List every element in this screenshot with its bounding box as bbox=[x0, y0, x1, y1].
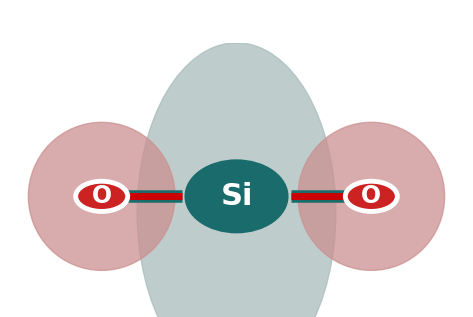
Text: 2: 2 bbox=[72, 29, 81, 42]
Circle shape bbox=[76, 181, 128, 211]
Text: polar or non-polar- The polarity of SiO: polar or non-polar- The polarity of SiO bbox=[83, 13, 473, 32]
Ellipse shape bbox=[298, 122, 445, 270]
Ellipse shape bbox=[28, 122, 175, 270]
Ellipse shape bbox=[137, 43, 336, 317]
Text: Si: Si bbox=[220, 182, 253, 211]
Text: Is SiO: Is SiO bbox=[5, 13, 65, 32]
Ellipse shape bbox=[184, 159, 289, 233]
Text: O: O bbox=[361, 184, 381, 208]
Text: O: O bbox=[92, 184, 112, 208]
Circle shape bbox=[345, 181, 397, 211]
Text: 2: 2 bbox=[452, 29, 461, 42]
